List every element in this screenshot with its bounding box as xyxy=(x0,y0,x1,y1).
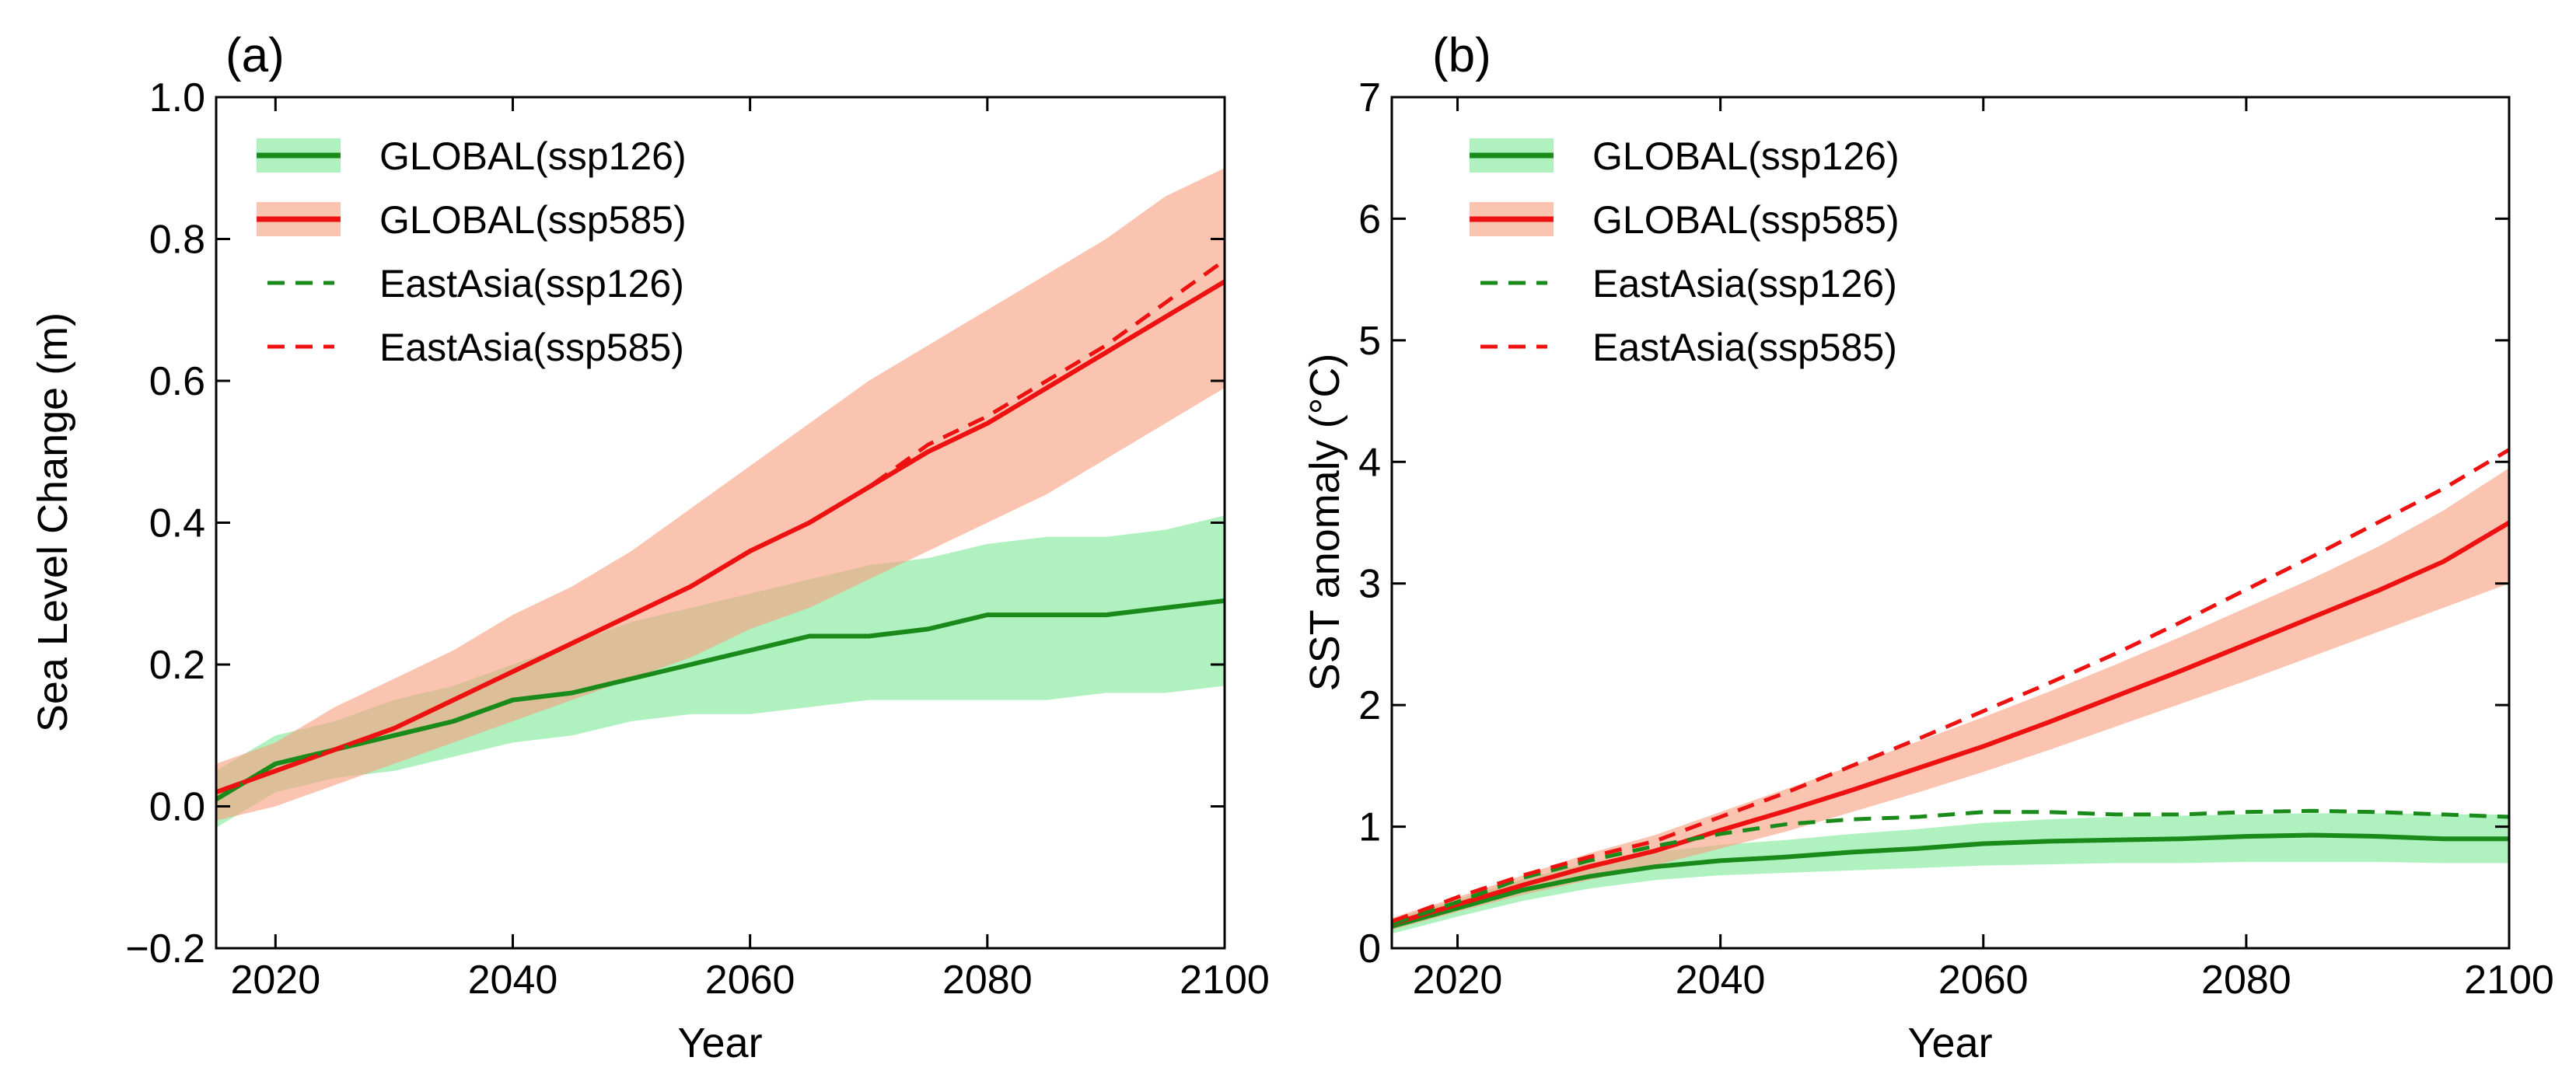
panel-a-legend: GLOBAL(ssp126) GLOBAL(ssp585) EastAsia(ssp… xyxy=(257,134,687,369)
panel-a-y-tick-label-3: 0.4 xyxy=(149,501,205,546)
panel-a-y-tick-label-4: 0.6 xyxy=(149,359,205,404)
panel-b-axes-frame xyxy=(1390,96,2511,950)
panel-b-x-tick-label-2: 2060 xyxy=(1938,958,2029,1003)
panel-a-label: (a) xyxy=(225,29,285,82)
panel-a-legend-label-1: GLOBAL(ssp585) xyxy=(379,198,687,242)
panel-b-legend-label-0: GLOBAL(ssp126) xyxy=(1592,134,1900,178)
panel-a-series-lines xyxy=(215,258,1226,801)
panel-b-sst-anomaly: (b) 2020 2040 2060 2080 2100 0 1 2 3 4 5 6 7 GLOBAL(… xyxy=(1302,29,2554,1066)
panel-b-y-tick-label-7: 7 xyxy=(1358,75,1381,120)
panel-b-x-tick-label-4: 2100 xyxy=(2464,958,2554,1003)
panel-b-legend: GLOBAL(ssp126) GLOBAL(ssp585) EastAsia(ssp… xyxy=(1470,134,1900,369)
panel-a-y-tick-label-0: −0.2 xyxy=(125,926,205,972)
panel-b-series-line-3 xyxy=(1391,448,2511,923)
panel-b-series-lines xyxy=(1391,448,2511,929)
panel-b-series-line-2 xyxy=(1391,808,2510,926)
panel-a-x-tick-label-3: 2080 xyxy=(942,958,1033,1003)
panel-a-legend-label-0: GLOBAL(ssp126) xyxy=(379,134,687,178)
panel-a-sea-level-change: (a) 2020 2040 2060 2080 2100 −0.2 0.0 0.2 0.4 0.6… xyxy=(30,29,1270,1066)
panel-b-band-0 xyxy=(1392,813,2509,934)
panel-a-legend-label-2: EastAsia(ssp126) xyxy=(379,262,684,305)
panel-b-y-tick-label-5: 5 xyxy=(1358,319,1381,364)
panel-b-series-line-1 xyxy=(1391,520,2511,926)
panel-b-label: (b) xyxy=(1432,29,1491,82)
panel-b-legend-label-3: EastAsia(ssp585) xyxy=(1592,326,1897,369)
panel-b-y-tick-label-6: 6 xyxy=(1358,197,1381,242)
panel-b-x-tick-label-3: 2080 xyxy=(2201,958,2291,1003)
panel-a-series-line-3 xyxy=(215,258,1226,794)
panel-b-legend-label-1: GLOBAL(ssp585) xyxy=(1592,198,1900,242)
panel-a-band-0 xyxy=(216,515,1225,828)
panel-a-y-tick-label-1: 0.0 xyxy=(149,785,205,830)
panel-a-y-tick-label-5: 0.8 xyxy=(149,218,205,263)
panel-a-series-line-2 xyxy=(215,598,1225,801)
panel-a-x-tick-label-2: 2060 xyxy=(705,958,795,1003)
panel-a-ticks: 2020 2040 2060 2080 2100 −0.2 0.0 0.2 0.4 0.6 0.8 1… xyxy=(125,75,1270,1003)
panel-b-x-tick-label-0: 2020 xyxy=(1413,958,1503,1003)
panel-b-y-axis-label: SST anomaly (°C) xyxy=(1302,354,1348,692)
panel-b-x-tick-label-1: 2040 xyxy=(1676,958,1766,1003)
panel-a-x-tick-label-0: 2020 xyxy=(230,958,320,1003)
panel-b-ticks: 2020 2040 2060 2080 2100 0 1 2 3 4 5 6 7 xyxy=(1358,75,2554,1003)
panel-b-legend-label-2: EastAsia(ssp126) xyxy=(1592,262,1897,305)
panel-a-x-tick-label-4: 2100 xyxy=(1180,958,1270,1003)
panel-a-legend-label-3: EastAsia(ssp585) xyxy=(379,326,684,369)
panel-b-y-tick-label-4: 4 xyxy=(1358,440,1381,485)
panel-a-x-tick-label-1: 2040 xyxy=(468,958,558,1003)
panel-b-y-tick-label-2: 2 xyxy=(1358,683,1381,728)
panel-a-uncertainty-bands xyxy=(216,168,1225,828)
panel-a-y-tick-label-2: 0.2 xyxy=(149,643,205,688)
panel-b-y-tick-label-3: 3 xyxy=(1358,562,1381,607)
panel-b-y-tick-label-1: 1 xyxy=(1358,805,1381,850)
panel-b-y-tick-label-0: 0 xyxy=(1358,926,1381,972)
panel-a-y-axis-label: Sea Level Change (m) xyxy=(30,312,76,732)
panel-b-series-line-0 xyxy=(1391,832,2509,929)
panel-a-y-tick-label-6: 1.0 xyxy=(149,75,205,120)
panel-a-x-axis-label: Year xyxy=(677,1020,762,1066)
panel-a-band-1 xyxy=(216,168,1225,821)
panel-b-x-axis-label: Year xyxy=(1907,1020,1992,1066)
